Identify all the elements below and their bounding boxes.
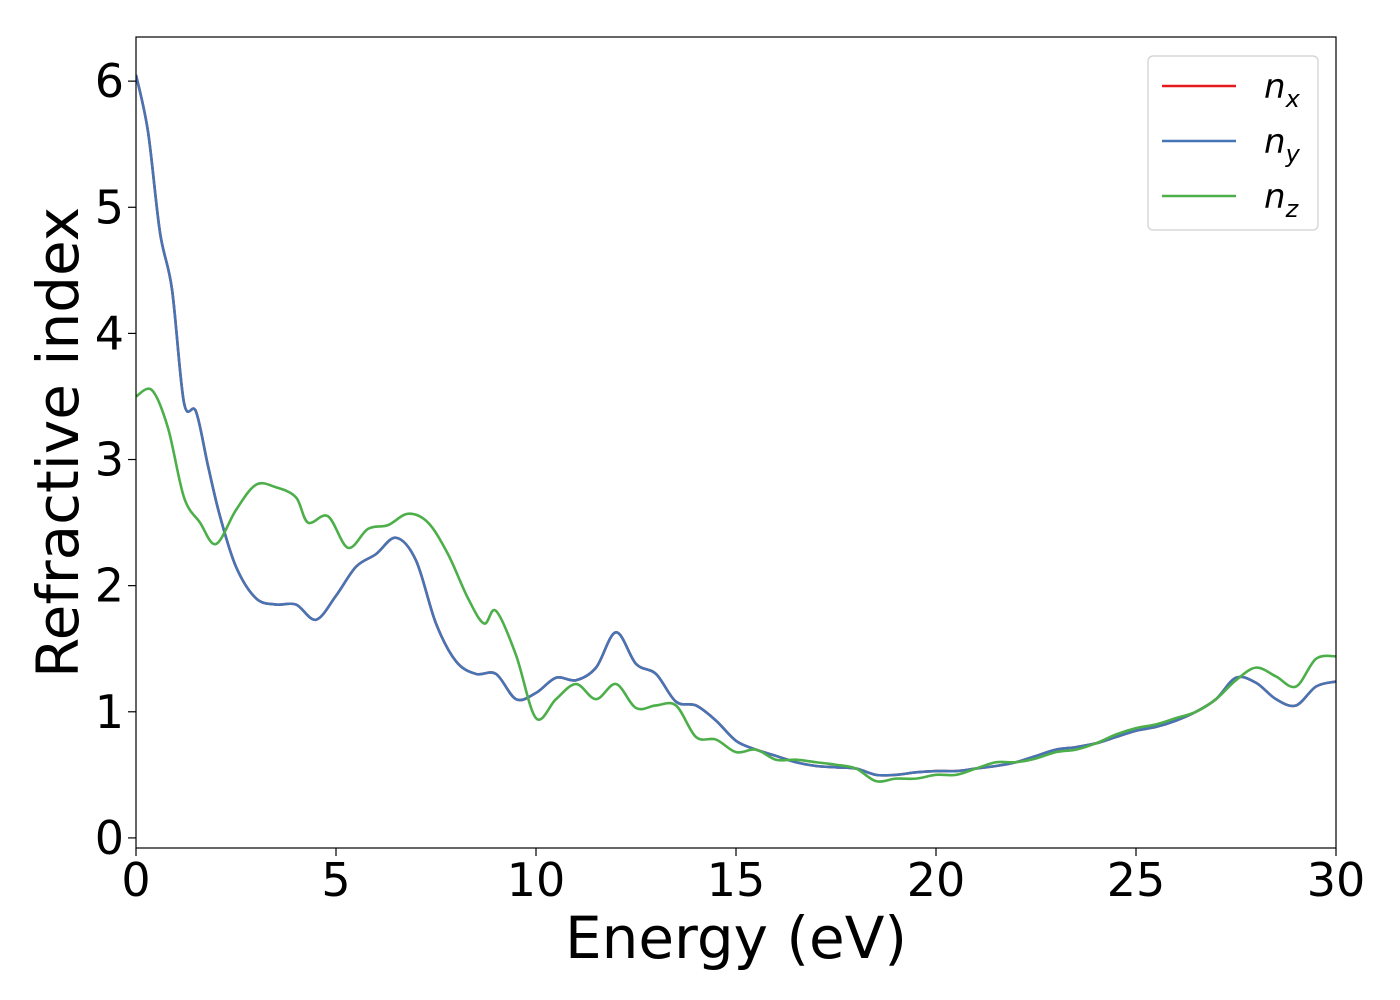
y-tick-label: 0 xyxy=(95,811,124,865)
series-layer xyxy=(136,74,1336,783)
x-tick-label: 15 xyxy=(707,853,766,907)
y-tick-label: 1 xyxy=(95,685,124,739)
y-tick-label: 5 xyxy=(95,180,124,234)
x-tick-label: 25 xyxy=(1107,853,1166,907)
y-axis: 0 1 2 3 4 5 6 xyxy=(95,54,136,865)
y-tick-label: 4 xyxy=(95,306,124,360)
x-tick-label: 0 xyxy=(121,853,150,907)
y-tick-label: 2 xyxy=(95,559,124,613)
x-tick-label: 30 xyxy=(1307,853,1366,907)
y-tick-label: 3 xyxy=(95,433,124,487)
legend-label-ny: ny xyxy=(1264,122,1301,168)
y-axis-title: Refractive index xyxy=(24,207,92,678)
x-tick-label: 20 xyxy=(907,853,966,907)
x-tick-label: 10 xyxy=(507,853,566,907)
x-tick-label: 5 xyxy=(321,853,350,907)
legend-box xyxy=(1147,55,1319,231)
y-tick-label: 6 xyxy=(95,54,124,108)
x-axis-title: Energy (eV) xyxy=(565,904,907,972)
legend-label-nz: nz xyxy=(1264,177,1300,223)
series-line-nz xyxy=(136,387,1336,783)
x-axis: 0 5 10 15 20 25 30 xyxy=(121,848,1365,907)
legend-label-nx: nx xyxy=(1264,67,1301,113)
legend: nx ny nz xyxy=(1147,55,1319,231)
series-line-ny xyxy=(136,74,1336,777)
